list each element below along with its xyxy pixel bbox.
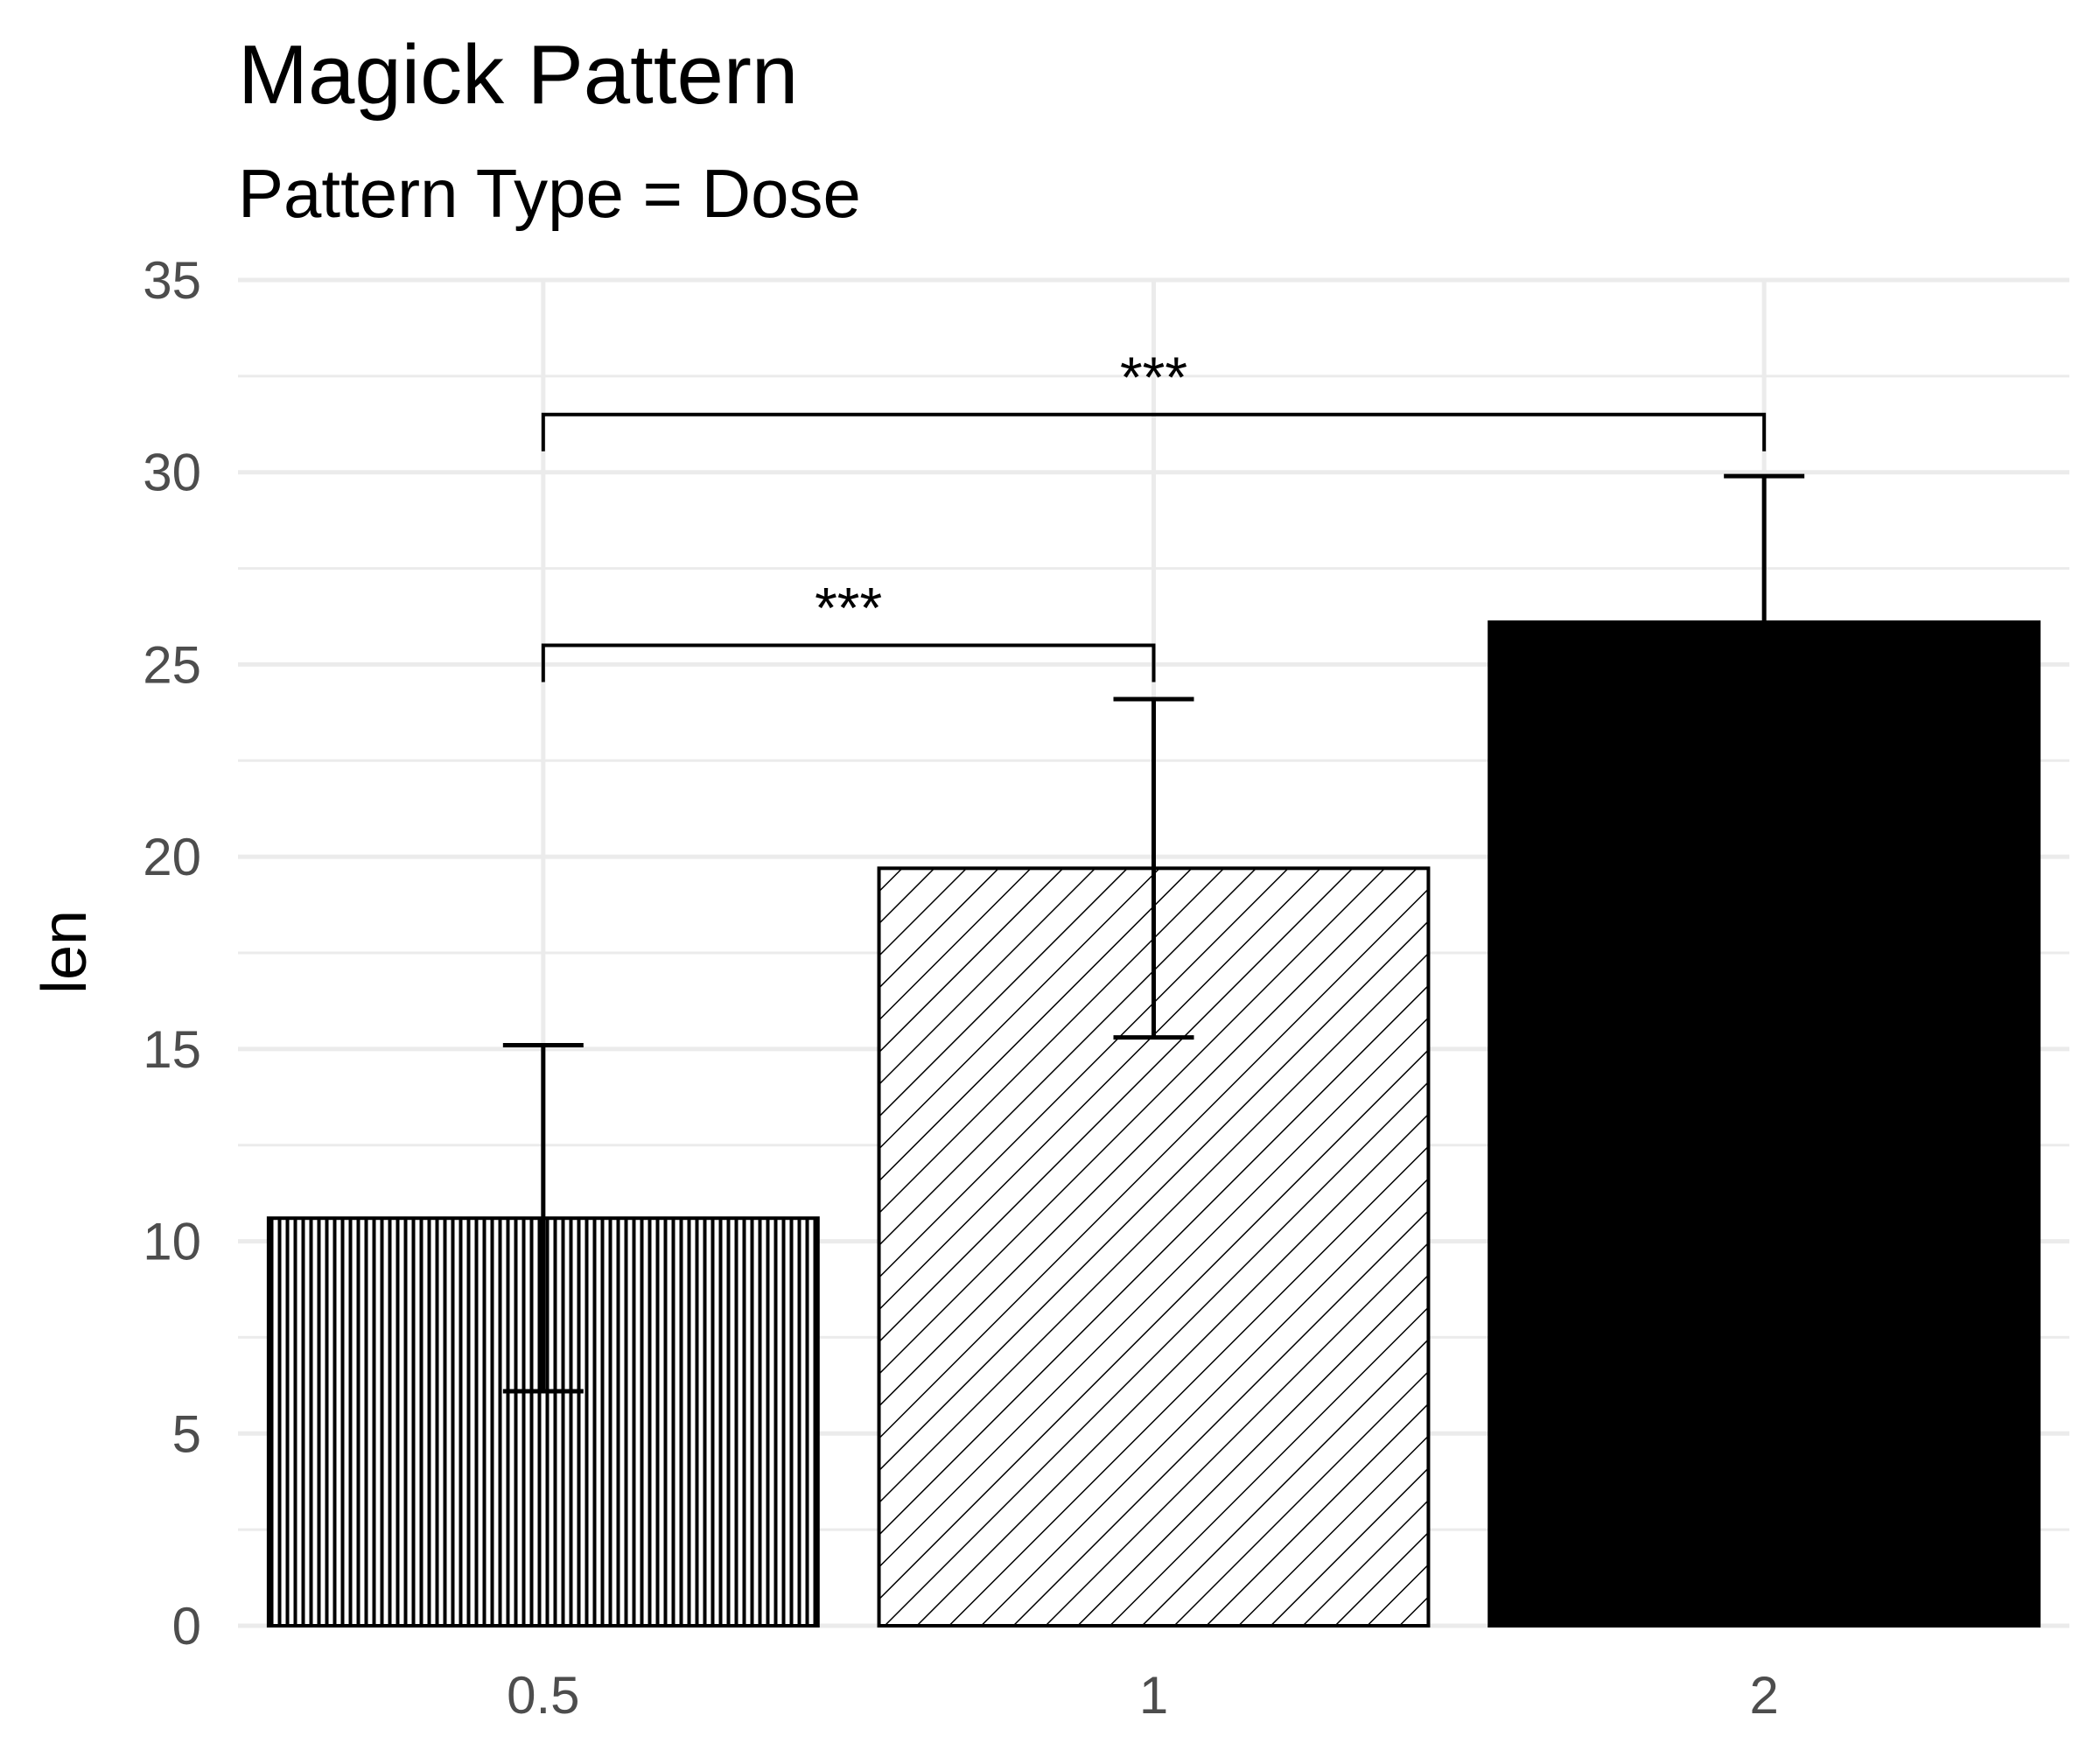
chart-subtitle: Pattern Type = Dose: [238, 155, 861, 232]
x-tick-label: 1: [1139, 1666, 1168, 1725]
bar-2: [1488, 620, 2041, 1628]
significance-label: ***: [1120, 345, 1187, 410]
y-tick-label: 30: [143, 444, 201, 502]
y-axis-ticks: 0 5 10 15 20 25 30 35: [143, 251, 201, 1656]
x-axis-ticks: 0.5 1 2: [507, 1666, 1779, 1725]
y-tick-label: 25: [143, 635, 201, 694]
y-tick-label: 20: [143, 828, 201, 886]
y-tick-label: 0: [172, 1597, 201, 1656]
x-tick-label: 0.5: [507, 1666, 579, 1725]
chart-title: Magick Pattern: [238, 28, 798, 122]
significance-label: ***: [815, 575, 882, 640]
significance-bracket: [541, 412, 1767, 452]
significance-brackets: *** ***: [541, 345, 1767, 682]
error-bars: [502, 473, 1805, 1394]
significance-bracket: [541, 643, 1156, 682]
bars: [266, 620, 2041, 1628]
y-tick-label: 10: [143, 1213, 201, 1271]
y-axis-title: len: [30, 910, 100, 994]
y-tick-label: 15: [143, 1020, 201, 1079]
y-tick-label: 35: [143, 251, 201, 310]
x-tick-label: 2: [1749, 1666, 1778, 1725]
y-tick-label: 5: [172, 1404, 201, 1463]
